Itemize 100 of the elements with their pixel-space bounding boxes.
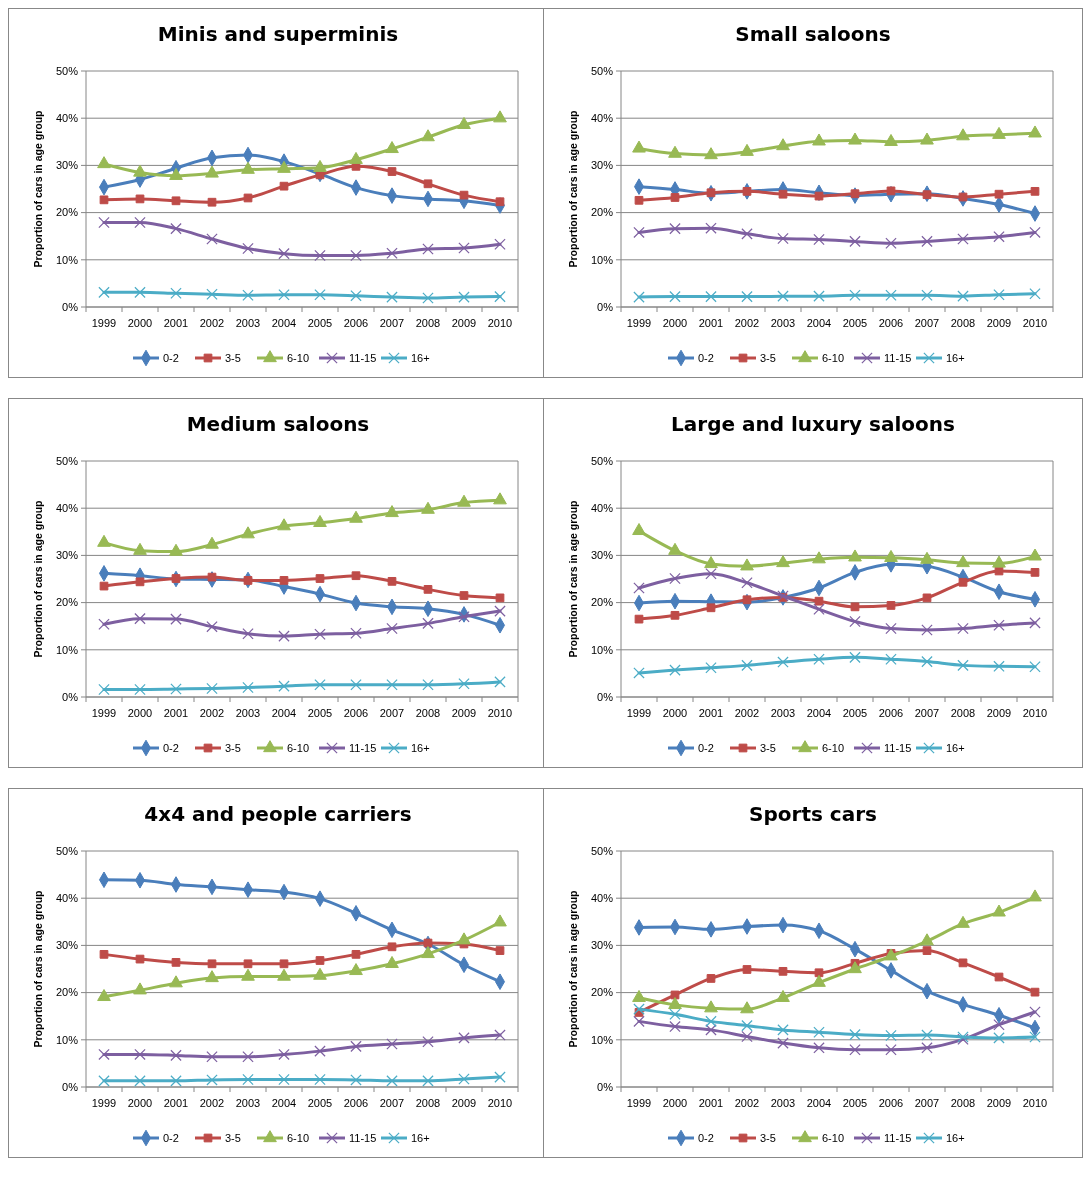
- x-tick-label: 2005: [842, 317, 868, 329]
- point: [98, 1075, 110, 1087]
- point: [349, 151, 363, 164]
- x-tick-label: 2003: [770, 707, 796, 719]
- x-tick-label: 2008: [950, 317, 976, 329]
- point: [993, 1032, 1005, 1044]
- y-tick-label: 10%: [590, 643, 614, 656]
- legend-label: 16+: [946, 351, 965, 364]
- point: [423, 179, 433, 189]
- point: [1028, 125, 1042, 138]
- legend-label: 0-2: [698, 741, 714, 754]
- point: [741, 1019, 753, 1032]
- point: [278, 630, 290, 642]
- point: [97, 534, 111, 547]
- point: [350, 249, 362, 262]
- point: [885, 289, 897, 301]
- point: [314, 289, 326, 301]
- point: [458, 611, 470, 623]
- point: [385, 141, 399, 154]
- point: [495, 946, 505, 955]
- x-tick-label: 2004: [271, 317, 297, 329]
- x-tick-label: 2008: [415, 707, 441, 719]
- point: [98, 683, 110, 696]
- point: [670, 610, 680, 620]
- y-tick-label: 20%: [590, 206, 614, 219]
- y-tick-label: 20%: [590, 596, 614, 609]
- point: [1028, 548, 1042, 561]
- point: [278, 680, 290, 692]
- point: [133, 164, 147, 177]
- point: [206, 1074, 218, 1086]
- point: [920, 933, 934, 946]
- point: [243, 576, 253, 585]
- point: [632, 140, 646, 153]
- point: [921, 624, 933, 636]
- x-tick-label: 1999: [626, 707, 652, 719]
- point: [169, 167, 183, 180]
- point: [313, 159, 327, 172]
- point: [494, 1029, 506, 1041]
- point: [99, 195, 109, 205]
- x-tick-label: 2002: [734, 317, 760, 329]
- point: [849, 1028, 861, 1041]
- point: [170, 222, 182, 235]
- chart-title: Medium saloons: [186, 412, 370, 436]
- point: [206, 620, 218, 633]
- point: [777, 1037, 789, 1049]
- point: [705, 1024, 717, 1036]
- point: [921, 289, 933, 301]
- point: [669, 1008, 681, 1021]
- legend-label: 6-10: [822, 351, 845, 364]
- x-tick-label: 2010: [1022, 707, 1048, 719]
- y-tick-label: 30%: [590, 159, 614, 172]
- point: [458, 1073, 470, 1085]
- point: [134, 286, 146, 299]
- point: [704, 556, 718, 569]
- point: [1029, 661, 1041, 673]
- point: [634, 614, 644, 624]
- point: [848, 132, 862, 145]
- point: [314, 679, 326, 691]
- point: [314, 1073, 326, 1086]
- point: [670, 193, 680, 202]
- point: [885, 653, 897, 665]
- x-tick-label: 2007: [379, 707, 405, 719]
- point: [171, 574, 181, 583]
- point: [279, 181, 289, 191]
- point: [848, 549, 862, 562]
- legend-label: 3-5: [225, 741, 241, 754]
- x-tick-label: 2008: [415, 1097, 441, 1109]
- point: [98, 286, 110, 299]
- point: [457, 932, 471, 945]
- legend-label: 11-15: [349, 741, 377, 754]
- legend-label: 6-10: [822, 741, 845, 754]
- point: [98, 216, 110, 229]
- y-tick-label: 40%: [55, 112, 79, 125]
- point: [814, 968, 824, 978]
- x-tick-label: 2004: [806, 707, 832, 719]
- y-tick-label: 20%: [55, 596, 79, 609]
- point: [315, 574, 325, 583]
- y-axis-title: Proportion of cars in age group: [32, 890, 44, 1048]
- legend-label: 6-10: [822, 1131, 845, 1144]
- point: [99, 949, 109, 959]
- point: [206, 288, 218, 300]
- point: [170, 287, 182, 300]
- point: [135, 577, 145, 587]
- point: [134, 216, 146, 229]
- point: [922, 593, 932, 603]
- point: [242, 1051, 254, 1063]
- point: [386, 1038, 398, 1050]
- y-tick-label: 30%: [590, 549, 614, 562]
- point: [422, 617, 434, 630]
- x-tick-label: 2003: [235, 707, 261, 719]
- chart-title: Minis and superminis: [157, 22, 399, 46]
- point: [171, 958, 181, 967]
- point: [169, 975, 183, 988]
- point: [993, 289, 1005, 301]
- y-tick-label: 30%: [55, 939, 79, 952]
- point: [134, 1048, 146, 1061]
- point: [956, 128, 970, 141]
- y-tick-label: 50%: [55, 64, 79, 77]
- point: [205, 165, 219, 178]
- point: [669, 572, 681, 585]
